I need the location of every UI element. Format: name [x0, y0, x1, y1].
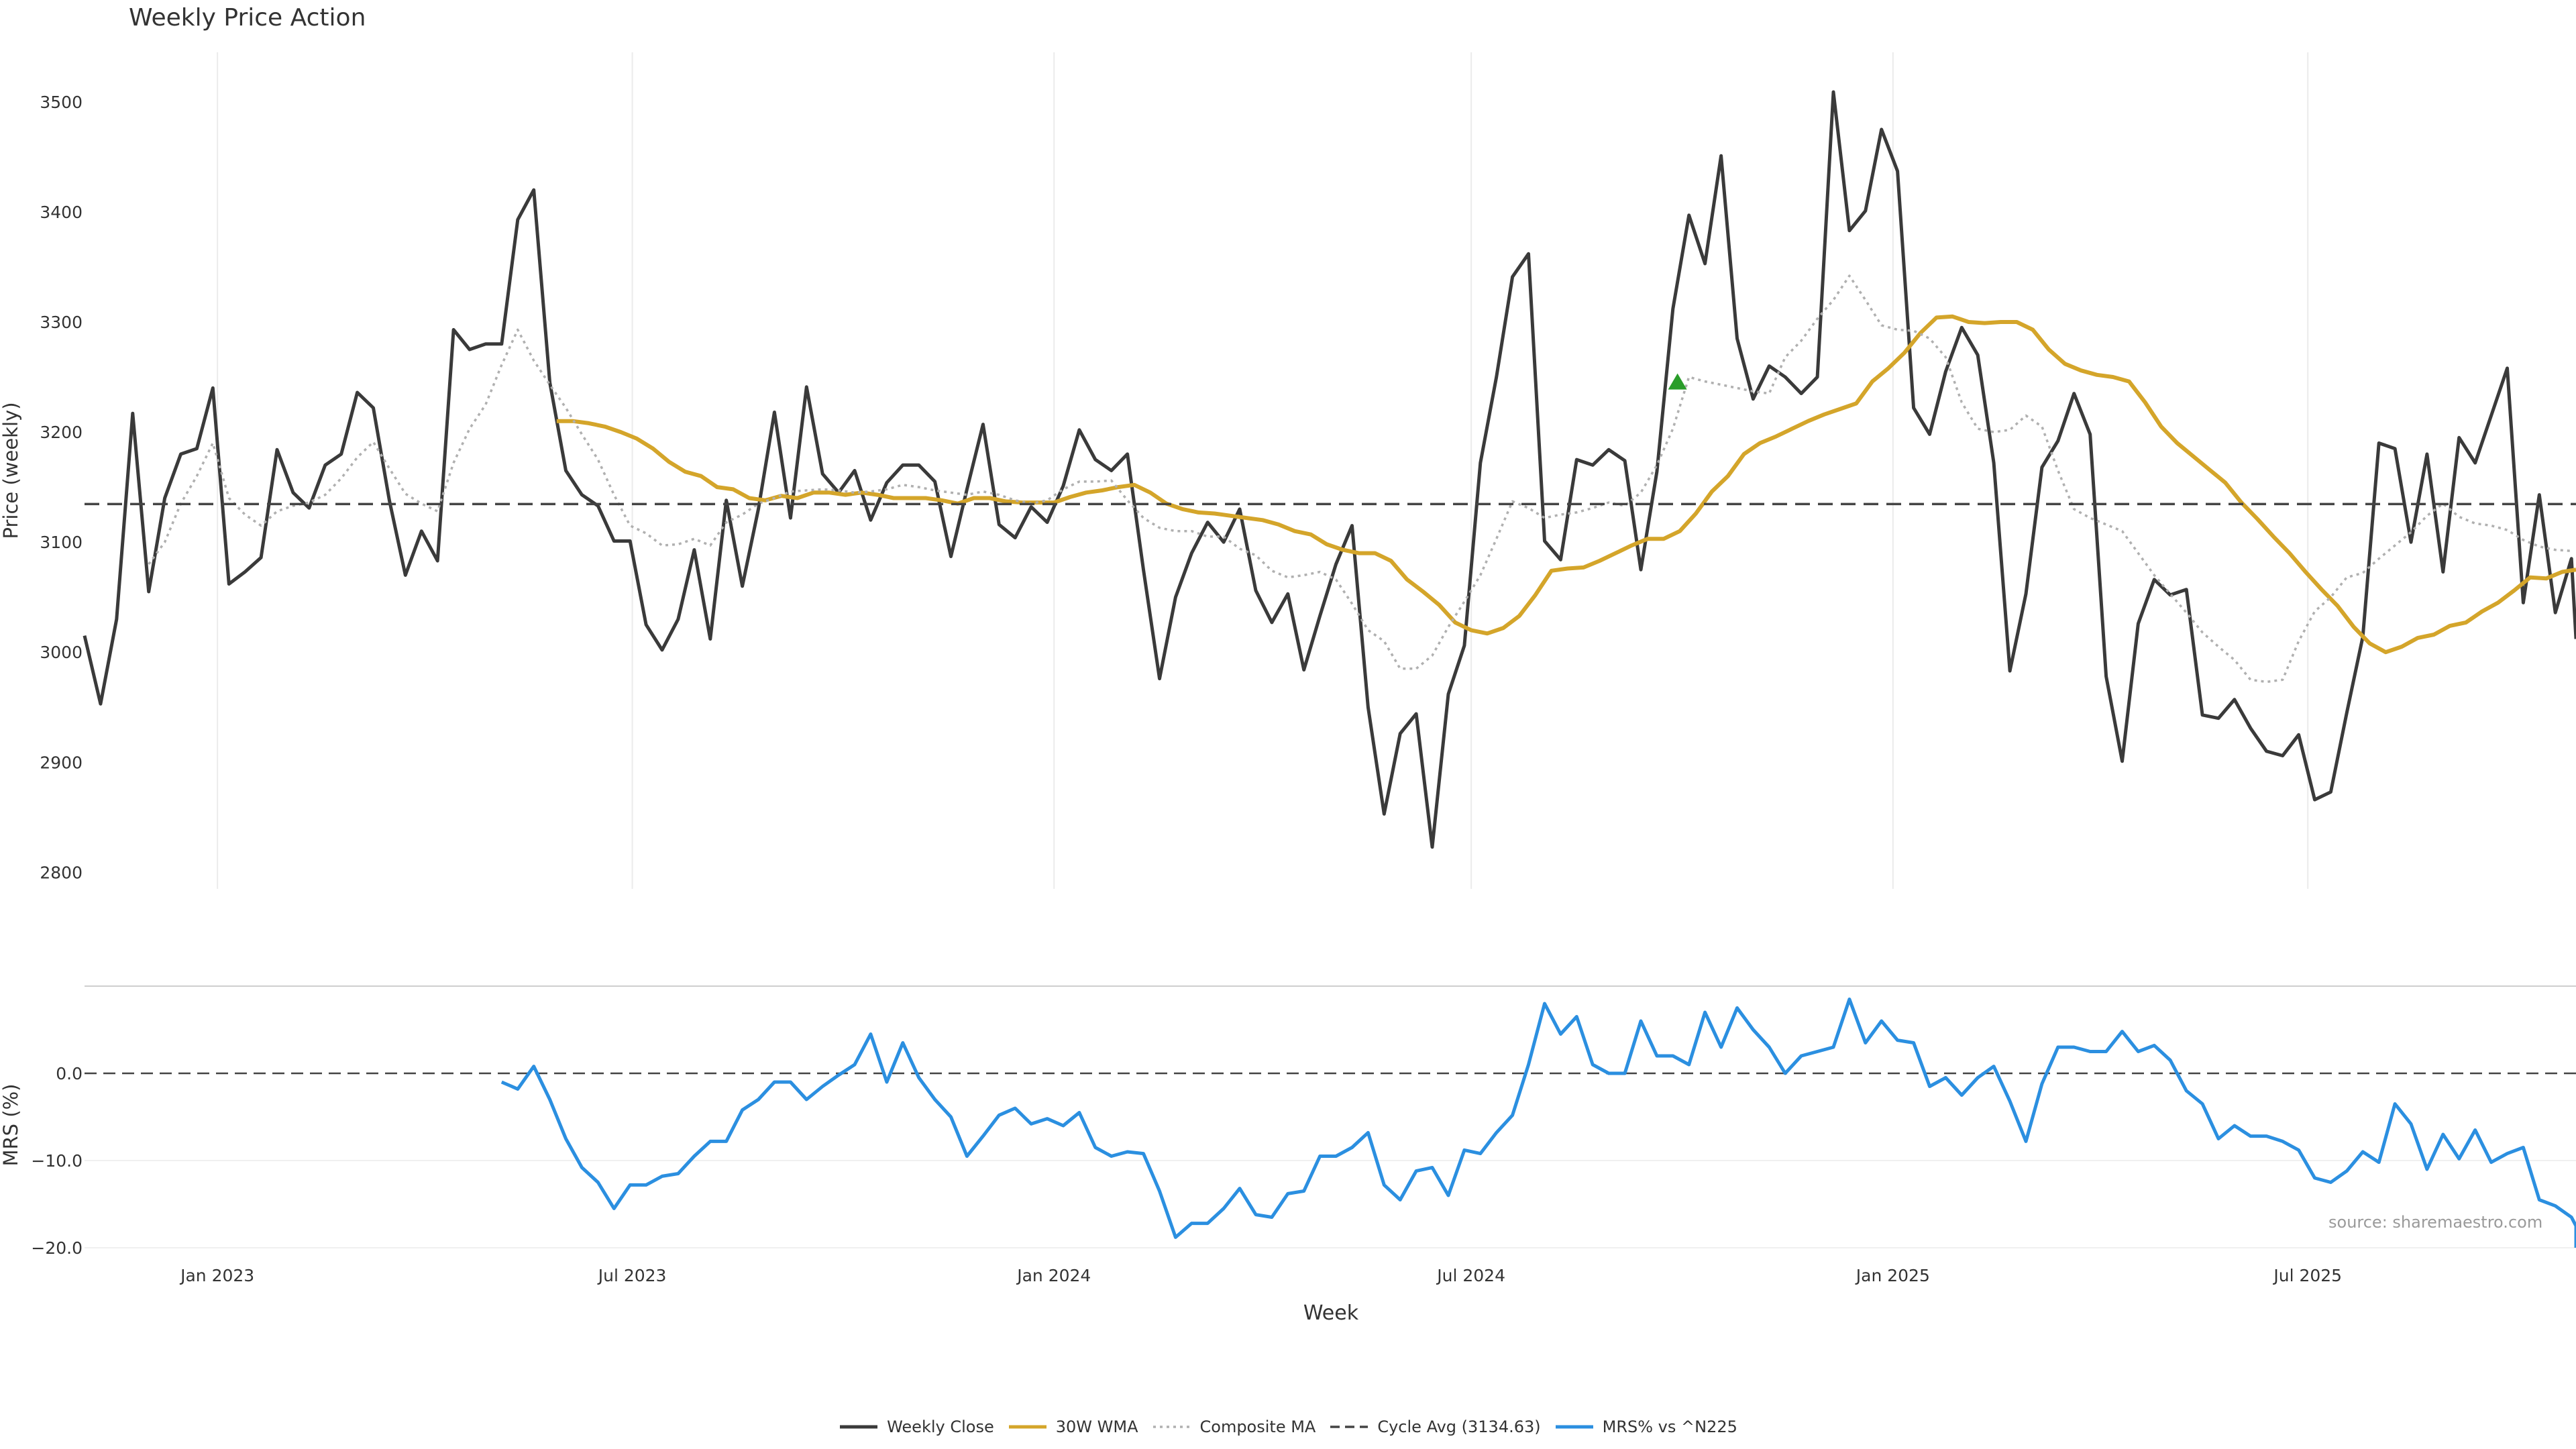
mrs-tick-label: −10.0: [31, 1151, 83, 1171]
wma-series-line: [556, 314, 2576, 655]
price-tick-label: 2800: [40, 863, 83, 882]
legend-item: Cycle Avg (3134.63): [1329, 1417, 1541, 1436]
price-tick-label: 3500: [40, 93, 83, 112]
composite-series-line: [148, 274, 2572, 684]
legend-swatch: [1008, 1425, 1046, 1429]
legend-item: Weekly Close: [839, 1417, 994, 1436]
legend-item: 30W WMA: [1008, 1417, 1138, 1436]
legend-label: Cycle Avg (3134.63): [1377, 1417, 1541, 1436]
legend: Weekly Close 30W WMA Composite MA Cycle Avg…: [0, 1417, 2576, 1436]
price-axis-label: Price (weekly): [0, 402, 22, 539]
signal-marker: [1668, 373, 1687, 390]
mrs-axis-label: MRS (%): [0, 1084, 22, 1167]
price-tick-label: 3200: [40, 423, 83, 442]
mrs-tick-label: 0.0: [56, 1064, 83, 1083]
x-axis-label: Week: [1303, 1301, 1359, 1325]
price-tick-label: 3100: [40, 533, 83, 552]
price-tick-label: 3400: [40, 203, 83, 222]
legend-swatch: [1330, 1426, 1368, 1428]
legend-item: MRS% vs ^N225: [1554, 1417, 1737, 1436]
legend-item: Composite MA: [1152, 1417, 1316, 1436]
x-tick-label: Jul 2023: [597, 1266, 667, 1285]
close-series-line: [83, 90, 2576, 849]
chart-title: Weekly Price Action: [129, 4, 366, 32]
price-tick-label: 2900: [40, 753, 83, 772]
mrs-tick-label: −20.0: [31, 1238, 83, 1258]
legend-label: 30W WMA: [1055, 1417, 1138, 1436]
price-tick-label: 3300: [40, 313, 83, 332]
source-note: source: sharemaestro.com: [2328, 1213, 2543, 1232]
legend-label: MRS% vs ^N225: [1602, 1417, 1737, 1436]
legend-swatch: [840, 1425, 878, 1429]
mrs-series-line: [500, 998, 2576, 1248]
legend-label: Weekly Close: [887, 1417, 994, 1436]
x-tick-label: Jan 2023: [179, 1266, 254, 1285]
x-tick-label: Jul 2024: [1436, 1266, 1505, 1285]
legend-label: Composite MA: [1199, 1417, 1316, 1436]
legend-swatch: [1555, 1425, 1593, 1429]
legend-swatch: [1152, 1426, 1191, 1428]
x-tick-label: Jul 2025: [2272, 1266, 2342, 1285]
price-tick-label: 3000: [40, 643, 83, 662]
x-tick-label: Jan 2024: [1016, 1266, 1091, 1285]
x-tick-label: Jan 2025: [1855, 1266, 1930, 1285]
